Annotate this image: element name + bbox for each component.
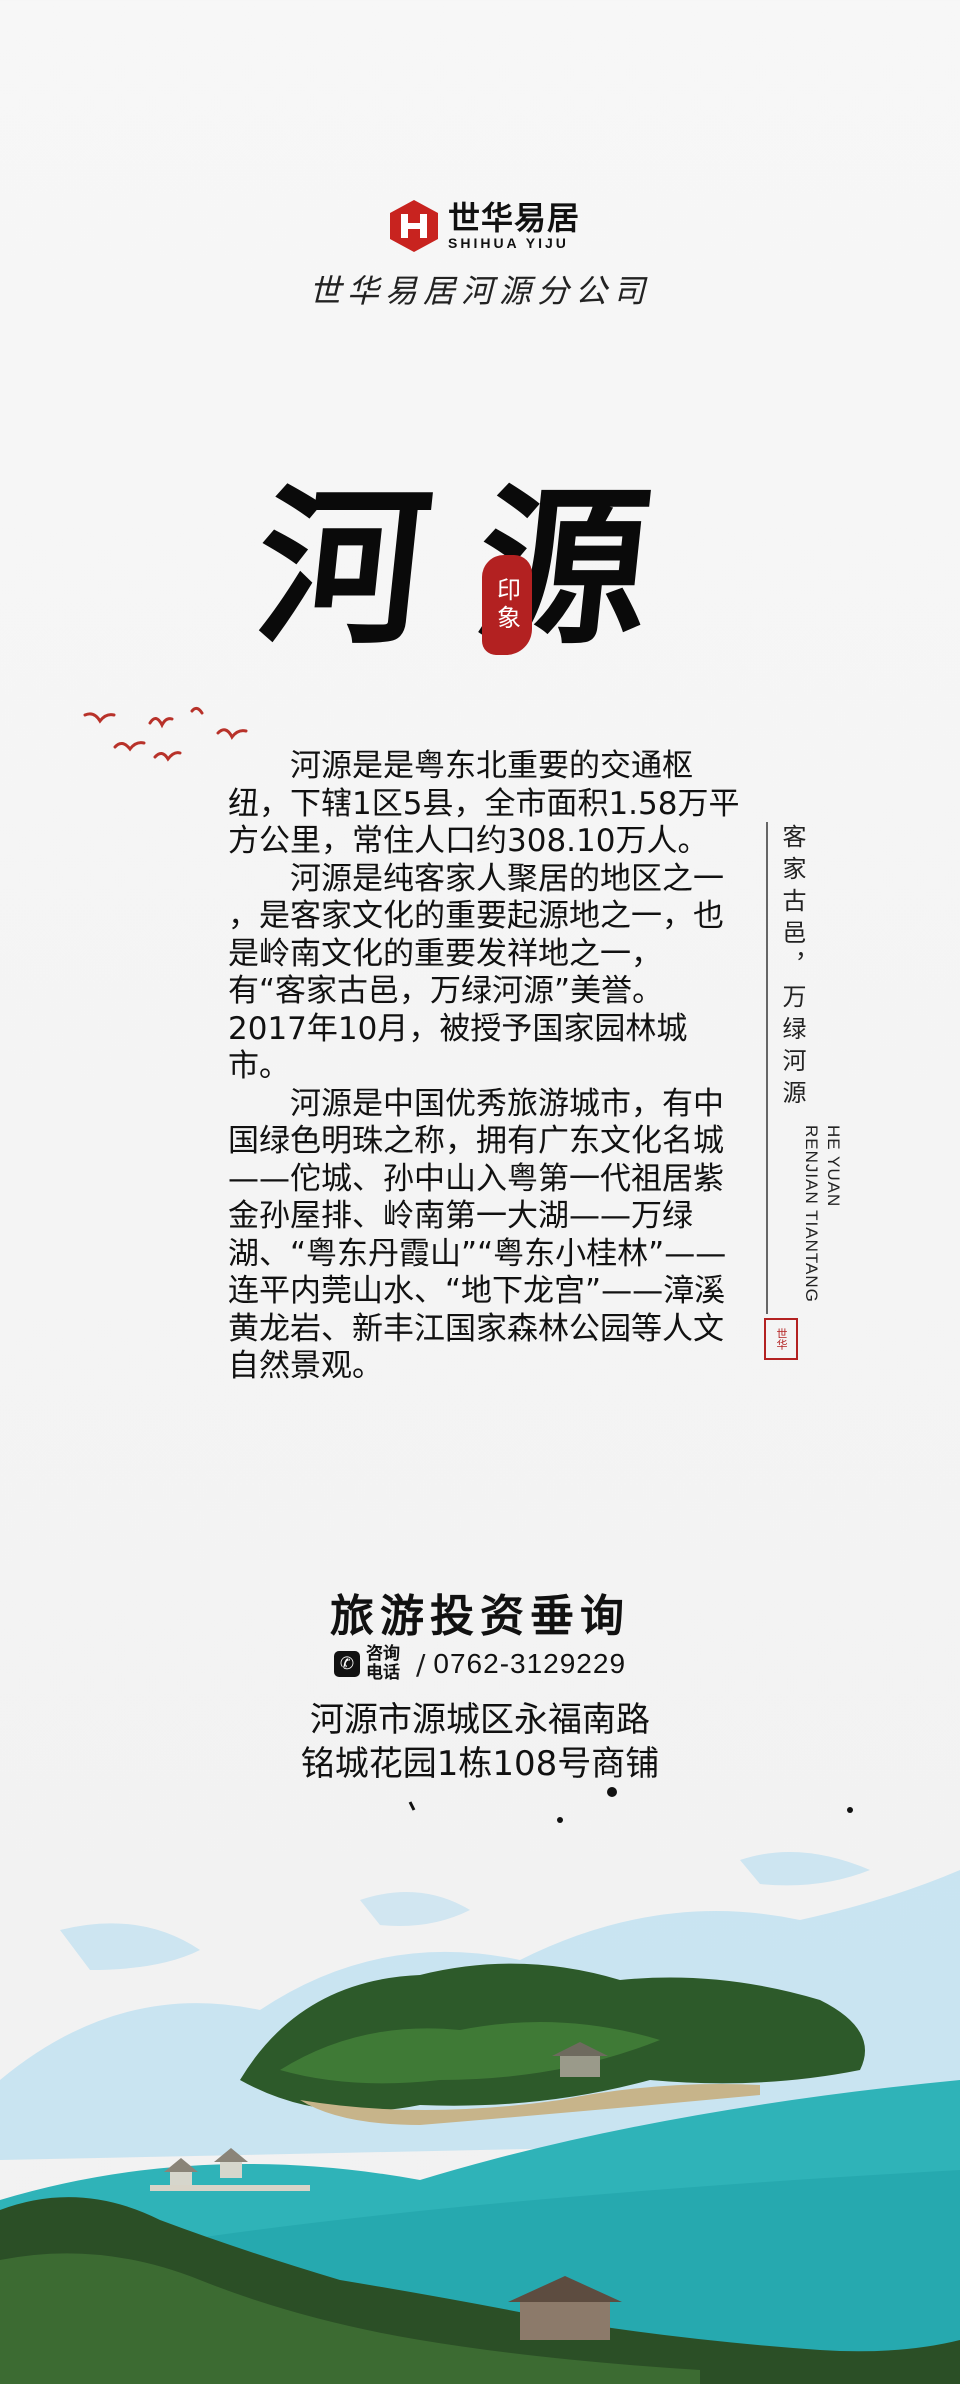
intro-paragraph: 河源是是粤东北重要的交通枢纽，下辖1区5县，全市面积1.58万平方公里，常住人口… <box>228 748 740 859</box>
phone-number[interactable]: 0762-3129229 <box>433 1648 627 1679</box>
intro-text: 河源是是粤东北重要的交通枢纽，下辖1区5县，全市面积1.58万平方公里，常住人口… <box>228 748 740 1386</box>
intro-paragraph: 河源是中国优秀旅游城市，有中国绿色明珠之称，拥有广东文化名城——佗城、孙中山入粤… <box>228 1085 727 1385</box>
brand-name-cn: 世华易居 <box>448 199 581 237</box>
brand-name-en: SHIHUA YIJU <box>448 235 569 251</box>
slogan-vertical: 客家古邑，万绿河源 <box>778 824 806 1112</box>
address-line2: 铭城花园1栋108号商铺 <box>300 1744 660 1784</box>
address: 河源市源城区永福南路 铭城花园1栋108号商铺 <box>0 1698 960 1786</box>
brand-logo: 世华易居 SHIHUA YIJU <box>386 196 596 256</box>
slogan-english: HE YUAN RENJIAN TIANTANG <box>800 1125 844 1303</box>
address-line1: 河源市源城区永福南路 <box>310 1700 650 1740</box>
page-title: 河源 <box>247 468 709 668</box>
vertical-divider <box>766 822 768 1314</box>
phone-label: 咨询电话 <box>365 1644 400 1683</box>
phone-icon: ✆ <box>333 1651 360 1677</box>
side-seal: 世华 <box>764 1318 798 1360</box>
lake-scenery-image <box>0 1787 960 2384</box>
flying-birds-icon <box>83 706 248 762</box>
slogan-english-line2: RENJIAN TIANTANG <box>802 1125 821 1303</box>
slogan-english-line1: HE YUAN <box>824 1125 843 1208</box>
contact-title: 旅游投资垂询 <box>330 1591 630 1642</box>
phone-separator: / <box>415 1647 426 1681</box>
branch-name: 世华易居河源分公司 <box>308 272 651 310</box>
title-seal: 印象 <box>482 555 532 655</box>
shihua-logo-icon <box>390 200 438 252</box>
phone-row: ✆ 咨询电话 / 0762-3129229 <box>0 1645 960 1683</box>
intro-paragraph: 河源是纯客家人聚居的地区之一 ，是客家文化的重要起源地之一，也是岭南文化的重要发… <box>228 860 724 1085</box>
